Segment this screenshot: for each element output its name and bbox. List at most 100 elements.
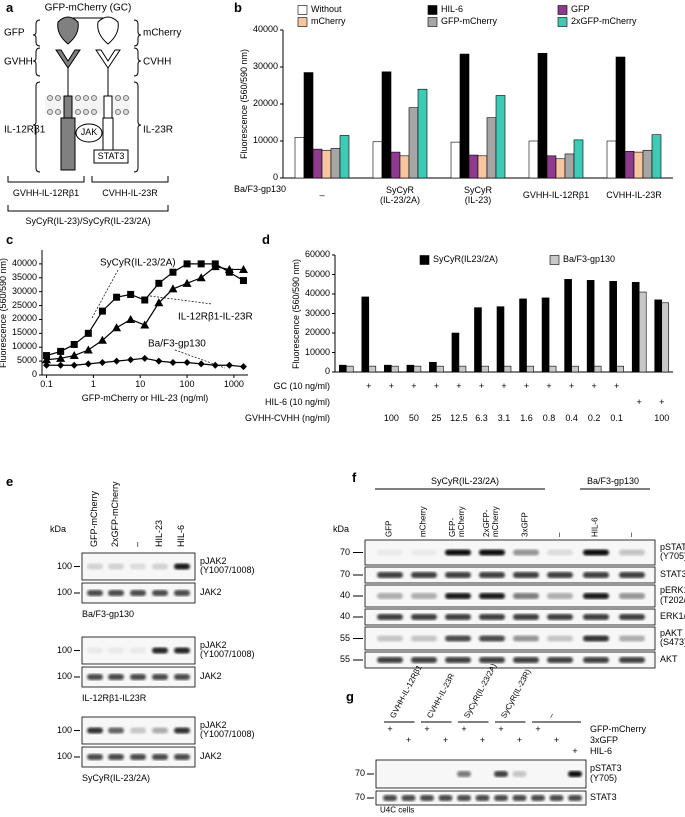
- marker: [183, 359, 191, 366]
- treatment-cell: +: [535, 724, 541, 735]
- band-label: pJAK2 (Y1007/1008): [200, 639, 255, 660]
- band: [475, 795, 490, 801]
- condition-cell: +: [411, 381, 417, 392]
- marker: [225, 361, 233, 369]
- band: [130, 674, 146, 680]
- band: [411, 635, 437, 642]
- band: [619, 635, 645, 642]
- bar: [330, 148, 341, 179]
- condition-cell: +: [456, 381, 462, 392]
- schematic-label: GVHH: [4, 56, 33, 68]
- bar: [526, 365, 534, 373]
- y-tick-label: 0: [272, 172, 278, 183]
- bar: [450, 141, 461, 179]
- band: [583, 593, 609, 599]
- blot: [364, 608, 656, 626]
- band: [108, 647, 124, 654]
- band: [130, 754, 146, 760]
- bar: [555, 158, 566, 179]
- bar: [390, 151, 401, 179]
- x-tick-label: GVHH-IL-12Rβ1: [522, 190, 590, 201]
- band: [445, 549, 471, 556]
- bar: [564, 279, 572, 373]
- y-axis-label: Fluorescence (560/590 nm): [291, 258, 302, 369]
- band: [513, 635, 539, 642]
- condition-cell: +: [591, 381, 597, 392]
- band: [411, 593, 437, 599]
- panel-letter: f: [352, 469, 357, 485]
- bar: [372, 141, 383, 179]
- blot: [364, 651, 656, 669]
- kda-marker: 100: [56, 560, 72, 571]
- marker: [154, 298, 164, 307]
- band: [377, 614, 403, 620]
- marker: [211, 361, 219, 369]
- lane-label: GFP: [384, 520, 394, 537]
- schematic-label: GVHH-IL-12Rβ1: [12, 188, 80, 199]
- x-tick-label: SyCyR (IL-23): [463, 185, 493, 205]
- blot: [364, 566, 656, 584]
- treatment-cell: +: [516, 735, 523, 746]
- kda-marker: 100: [56, 587, 72, 598]
- bar: [573, 139, 584, 179]
- band: [479, 549, 505, 556]
- bar: [633, 151, 644, 179]
- kda-marker: 100: [56, 671, 72, 682]
- legend-swatch: [427, 17, 438, 27]
- y-tick-label: 20000: [11, 313, 37, 324]
- cell-label: SyCyR(IL-23/2A): [82, 773, 151, 784]
- bar: [406, 364, 415, 373]
- marker: [70, 361, 78, 369]
- y-tick-label: 25000: [11, 299, 37, 310]
- band: [619, 572, 645, 578]
- marker: [98, 359, 106, 366]
- marker: [126, 314, 136, 323]
- band: [547, 614, 573, 620]
- y-tick-label: 40000: [252, 24, 278, 35]
- marker: [210, 262, 220, 271]
- treatment-cell: +: [572, 746, 578, 757]
- band: [445, 657, 471, 663]
- band: [174, 727, 190, 734]
- bar: [548, 365, 557, 373]
- condition-cell: +: [614, 381, 620, 392]
- legend-label: mCherry: [311, 16, 346, 27]
- bar: [458, 365, 467, 373]
- condition-cell: +: [546, 381, 552, 392]
- condition-cell: 25: [431, 413, 442, 424]
- bar: [391, 365, 399, 373]
- band: [479, 614, 505, 620]
- condition-cell: +: [659, 397, 665, 408]
- legend-swatch: [557, 5, 568, 15]
- legend-swatch: [557, 17, 568, 27]
- band: [152, 727, 168, 734]
- lane-label: –: [132, 541, 143, 547]
- marker: [97, 335, 107, 344]
- band: [108, 754, 124, 760]
- condition-cell: +: [433, 381, 440, 392]
- treatment-cell: +: [479, 735, 486, 746]
- band: [87, 563, 103, 570]
- treatment-cell: +: [424, 724, 430, 735]
- x-tick-label: 10: [135, 379, 146, 390]
- band: [583, 635, 609, 642]
- treatment-cell: +: [461, 724, 467, 735]
- band: [445, 635, 471, 642]
- blot: [375, 759, 587, 789]
- y-tick-label: 0: [324, 366, 330, 377]
- bar: [503, 365, 512, 373]
- legend-label: GFP-mCherry: [441, 16, 497, 27]
- marker: [141, 354, 149, 362]
- band: [401, 795, 416, 801]
- marker: [239, 363, 247, 371]
- marker: [42, 355, 52, 364]
- legend-label: Without: [311, 4, 342, 15]
- band-label: AKT: [660, 654, 678, 665]
- kda-marker: 55: [339, 654, 350, 665]
- band: [152, 674, 168, 680]
- condition-cell: +: [636, 397, 642, 408]
- band: [108, 563, 124, 570]
- schematic-label: JAK: [80, 127, 98, 138]
- cell-label: U4C cells: [380, 805, 415, 815]
